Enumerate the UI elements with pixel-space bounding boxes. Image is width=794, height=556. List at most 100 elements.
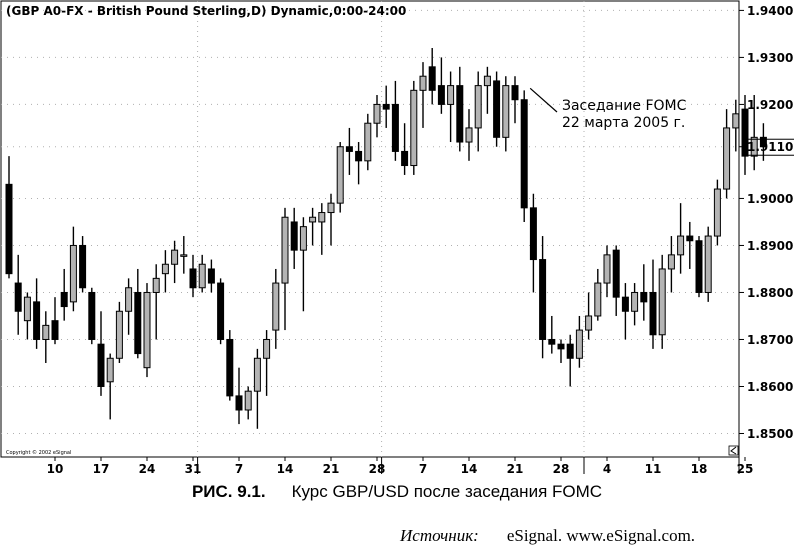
candle-body-up <box>253 357 261 392</box>
candle <box>69 226 77 312</box>
candle <box>483 66 491 114</box>
price-axis-tick-label: 1.8600 <box>747 380 793 394</box>
candle <box>410 80 418 175</box>
candle-body-up <box>309 216 317 223</box>
candle <box>750 95 758 171</box>
time-axis-tick-label: 18 <box>691 462 708 475</box>
annotation-pointer-line <box>529 87 558 113</box>
time-axis-tick-label: 28 <box>369 462 386 475</box>
chart-resize-icon[interactable] <box>728 445 739 456</box>
candle <box>401 123 409 175</box>
candle-layer <box>5 48 767 429</box>
price-axis-tick-label: 1.8800 <box>747 286 793 300</box>
source-label: Источник: <box>400 526 479 545</box>
candle-body-up <box>327 202 335 214</box>
candle-body-up <box>575 329 583 359</box>
candle-body-down <box>391 103 399 152</box>
candle-body-down <box>226 338 234 397</box>
candle-body-down <box>520 99 528 209</box>
chart-title: (GBP A0-FX - British Pound Sterling,D) D… <box>6 4 406 18</box>
candle <box>474 71 482 152</box>
annotation-line-2: 22 марта 2005 г. <box>562 115 685 131</box>
candle <box>529 193 537 293</box>
grid-layer <box>1 1 739 457</box>
candle <box>161 250 169 293</box>
candle <box>51 297 59 345</box>
candle <box>759 123 767 161</box>
candle-body-down <box>612 249 620 298</box>
candle <box>355 142 363 185</box>
candle-body-up <box>373 103 381 124</box>
price-axis-tick-label: 1.9400 <box>747 4 793 18</box>
candle <box>125 278 133 335</box>
candle-body-down <box>695 240 703 293</box>
candle <box>318 203 326 255</box>
candle-body-down <box>741 108 749 157</box>
candle-body-up <box>419 75 427 91</box>
candle <box>134 268 142 359</box>
time-axis-tick-label: 28 <box>553 462 570 475</box>
candle-body-up <box>281 216 289 284</box>
candle <box>189 254 197 298</box>
candle-body-up <box>465 127 473 143</box>
time-axis-tick-label: 31 <box>185 462 202 475</box>
candle <box>612 245 620 316</box>
candle <box>713 179 721 246</box>
candle-body-down <box>686 235 694 242</box>
candle-body-down <box>60 291 68 308</box>
candle-body-down <box>493 80 501 138</box>
chart-copyright: Copyright © 2002 eSignal <box>6 449 71 456</box>
price-axis-labels: 1.9400 1.9300 1.9200 1.9110 1.9000 1.8900 1.88… <box>739 4 794 441</box>
candle-body-up <box>677 235 685 256</box>
time-axis-tick-label: 14 <box>461 462 478 475</box>
candle <box>327 193 335 246</box>
time-axis-tick-label: 17 <box>93 462 110 475</box>
candle <box>631 283 639 326</box>
candle-body-up <box>585 315 593 331</box>
price-axis-tick-label: 1.8900 <box>747 239 793 253</box>
candle <box>447 71 455 143</box>
time-axis-tick-label: 24 <box>139 462 156 475</box>
candle <box>281 207 289 331</box>
candle <box>253 348 261 429</box>
candle-body-up <box>106 357 114 383</box>
candle-body-up <box>180 254 188 257</box>
candle-body-up <box>474 85 482 129</box>
candle-body-up <box>502 85 510 138</box>
candle-body-down <box>649 291 657 336</box>
candle-body-up <box>603 254 611 284</box>
candle-body-up <box>115 310 123 359</box>
time-axis-tick-label: 21 <box>323 462 340 475</box>
candle <box>198 254 206 293</box>
candle-body-up <box>318 212 326 223</box>
candle <box>180 236 188 274</box>
candle-body-down <box>97 343 105 387</box>
candle <box>539 236 547 359</box>
candle-body-up <box>125 287 133 312</box>
candle <box>658 254 666 349</box>
candle-body-up <box>42 324 50 340</box>
candle <box>364 113 372 171</box>
candle-body-up <box>263 338 271 359</box>
candle <box>382 85 390 128</box>
candle <box>226 330 234 401</box>
candle <box>272 268 280 349</box>
candle-body-up <box>244 390 252 411</box>
time-axis-tick-label: 25 <box>737 462 754 475</box>
time-axis-tick-label: 14 <box>277 462 294 475</box>
candle <box>511 76 519 124</box>
candle-body-up <box>299 226 307 251</box>
candle <box>106 353 114 420</box>
candle <box>566 334 574 387</box>
candle <box>520 90 528 222</box>
candle <box>207 259 215 293</box>
candle <box>621 283 629 340</box>
candle <box>594 268 602 321</box>
candle <box>42 311 50 363</box>
candle-body-down <box>217 282 225 340</box>
candle-body-up <box>410 89 418 167</box>
candle <box>723 109 731 199</box>
price-axis-tick-label: 1.8700 <box>747 333 793 347</box>
last-price-label: 1.9110 <box>747 140 793 154</box>
candle <box>373 95 381 138</box>
